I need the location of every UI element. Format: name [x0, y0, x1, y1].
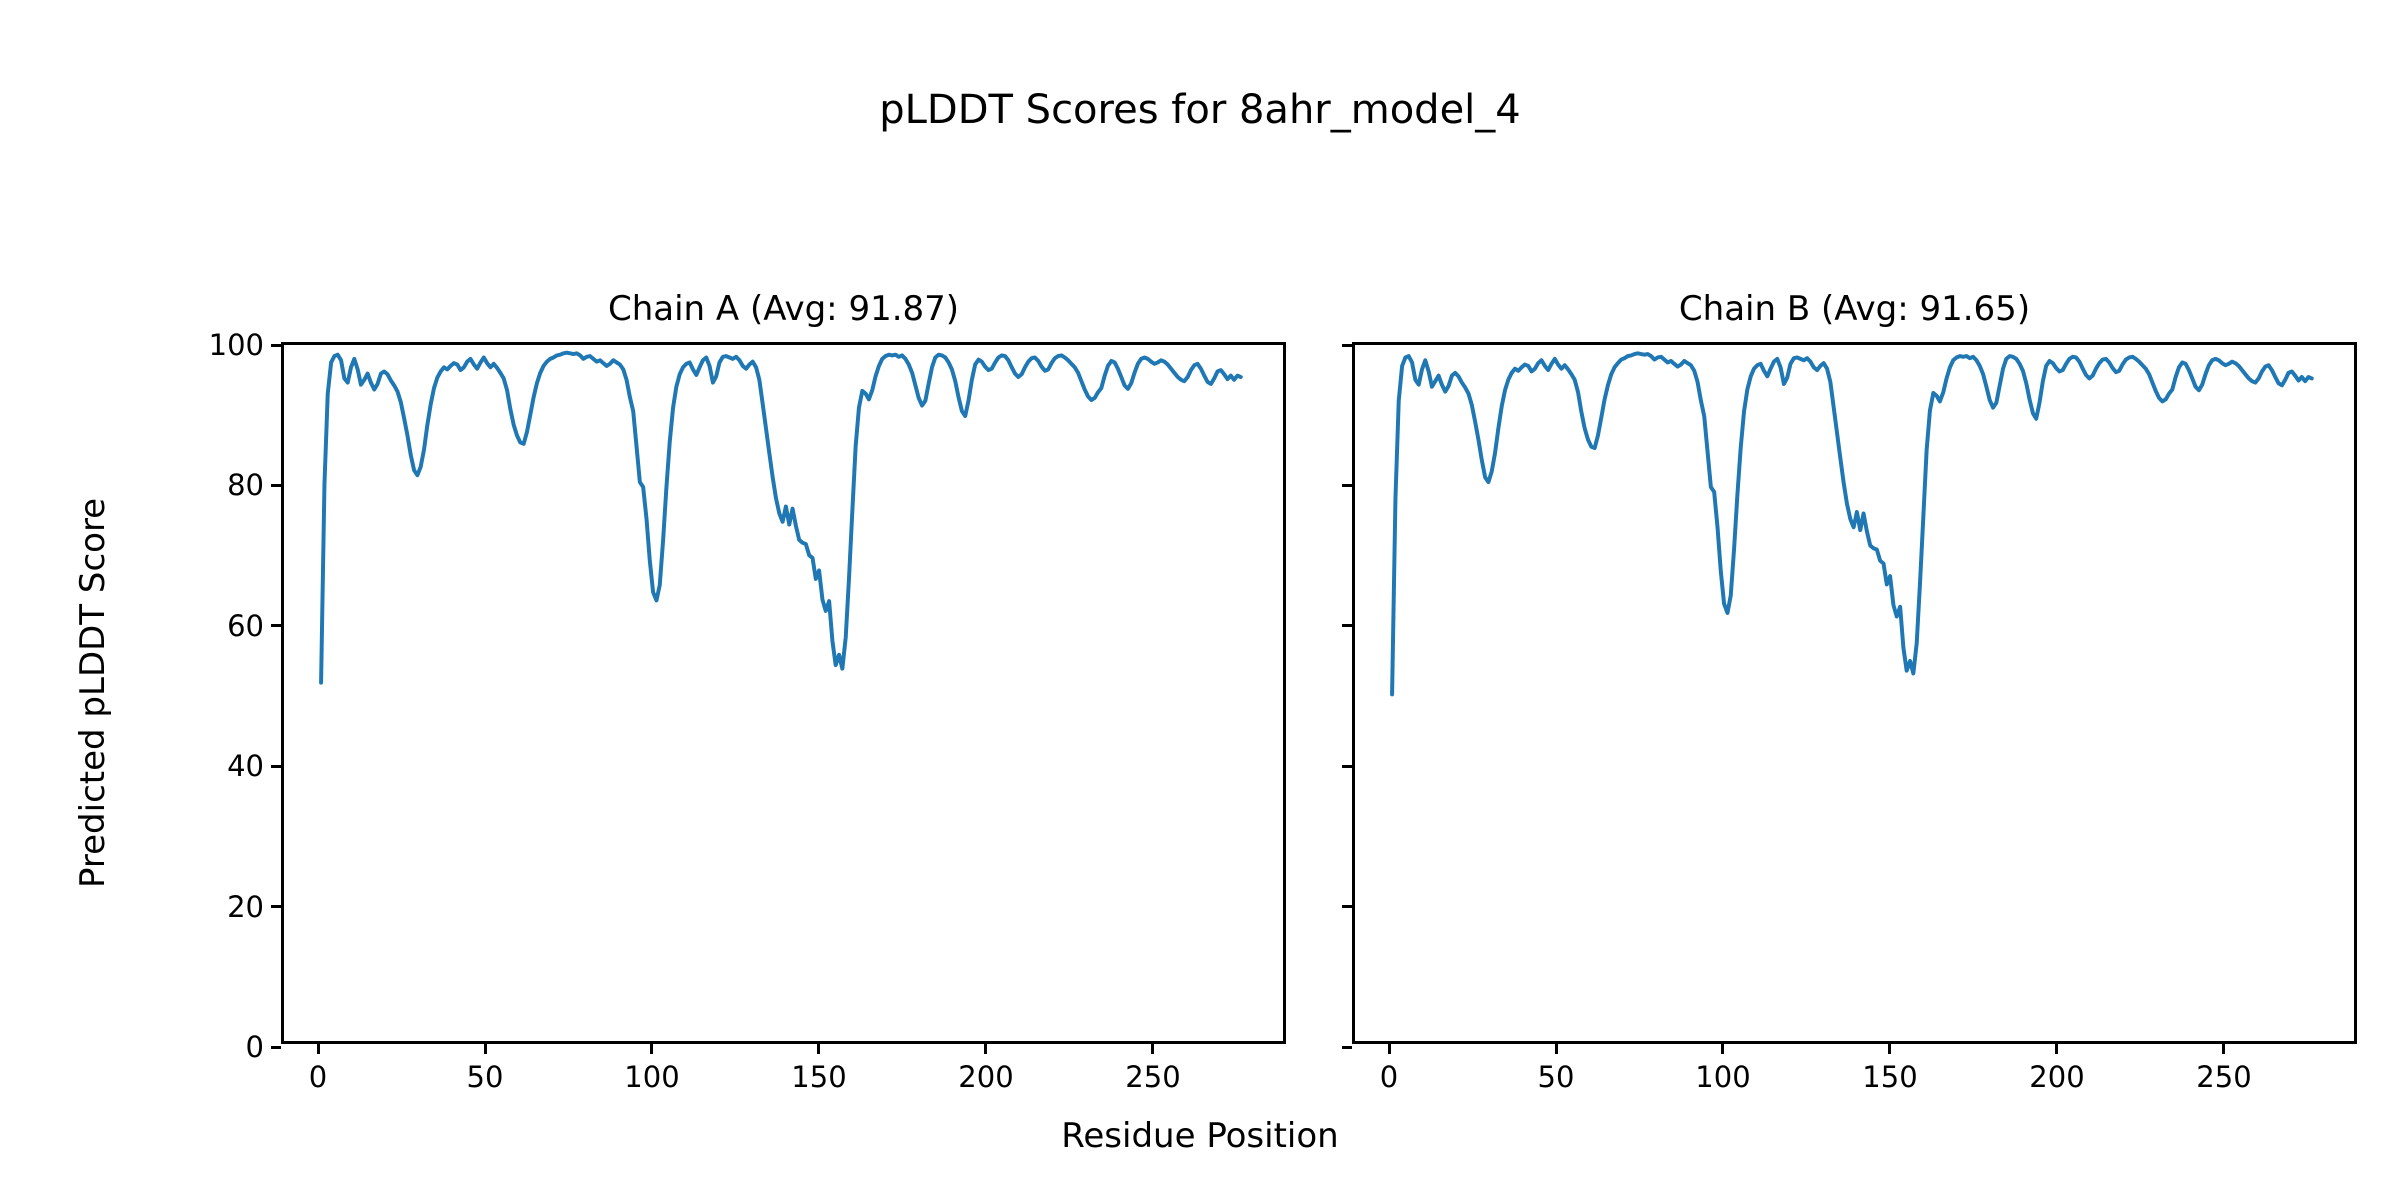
y-tick-label: 0 [245, 1030, 264, 1064]
y-tick-label: 60 [227, 608, 264, 643]
x-tick-mark [1387, 1044, 1391, 1054]
x-tick-label: 150 [791, 1060, 847, 1094]
y-tick-mark [271, 624, 281, 628]
x-tick-label: 50 [1537, 1060, 1575, 1094]
x-tick-mark [1888, 1044, 1892, 1054]
x-tick-label: 100 [624, 1060, 680, 1094]
x-axis-label: Residue Position [1061, 1116, 1339, 1156]
x-tick-mark [1151, 1044, 1155, 1054]
y-tick-mark [271, 1045, 281, 1049]
x-tick-mark [483, 1044, 487, 1054]
y-tick-mark [1342, 764, 1352, 768]
y-tick-label: 100 [208, 328, 264, 362]
x-tick-mark [650, 1044, 654, 1054]
x-tick-label: 200 [958, 1060, 1014, 1094]
x-tick-mark [817, 1044, 821, 1054]
x-tick-label: 200 [2029, 1060, 2085, 1094]
x-tick-label: 150 [1862, 1060, 1918, 1094]
y-tick-mark [271, 343, 281, 347]
plddt-line-chart-chain-b [1390, 351, 2314, 697]
y-tick-mark [1342, 343, 1352, 347]
plddt-line-chain-a [319, 350, 1243, 685]
x-tick-label: 250 [2196, 1060, 2252, 1094]
plddt-line-chart-chain-a [319, 350, 1243, 685]
x-tick-mark [2055, 1044, 2059, 1054]
x-tick-label: 250 [1125, 1060, 1181, 1094]
y-tick-mark [271, 764, 281, 768]
y-tick-mark [271, 483, 281, 487]
figure-title: pLDDT Scores for 8ahr_model_4 [879, 87, 1521, 133]
x-tick-mark [1721, 1044, 1725, 1054]
plddt-line-chain-b [1390, 351, 2314, 697]
y-tick-label: 80 [227, 468, 264, 503]
x-tick-label: 50 [466, 1060, 504, 1094]
subplot-title-chain-b: Chain B (Avg: 91.65) [1678, 289, 2031, 329]
y-tick-label: 40 [227, 749, 264, 784]
y-tick-mark [1342, 1045, 1352, 1049]
subplot-chain-a: Chain A (Avg: 91.87) 0 50 100 150 200 250 0 20 4… [209, 289, 1286, 1094]
x-tick-mark [2222, 1044, 2226, 1054]
y-tick-mark [1342, 483, 1352, 487]
y-tick-mark [271, 905, 281, 909]
y-tick-mark [1342, 624, 1352, 628]
subplot-title-chain-a: Chain A (Avg: 91.87) [607, 289, 960, 329]
x-tick-label: 0 [308, 1060, 328, 1094]
x-tick-label: 0 [1379, 1060, 1399, 1094]
y-tick-label: 20 [227, 889, 264, 924]
x-tick-label: 100 [1695, 1060, 1751, 1094]
subplot-chain-b: Chain B (Avg: 91.65) 0 50 100 150 200 250 [1342, 289, 2357, 1094]
x-tick-mark [316, 1044, 320, 1054]
x-tick-mark [984, 1044, 988, 1054]
y-tick-mark [1342, 905, 1352, 909]
x-tick-mark [1554, 1044, 1558, 1054]
y-axis-label: Predicted pLDDT Score [73, 497, 113, 889]
